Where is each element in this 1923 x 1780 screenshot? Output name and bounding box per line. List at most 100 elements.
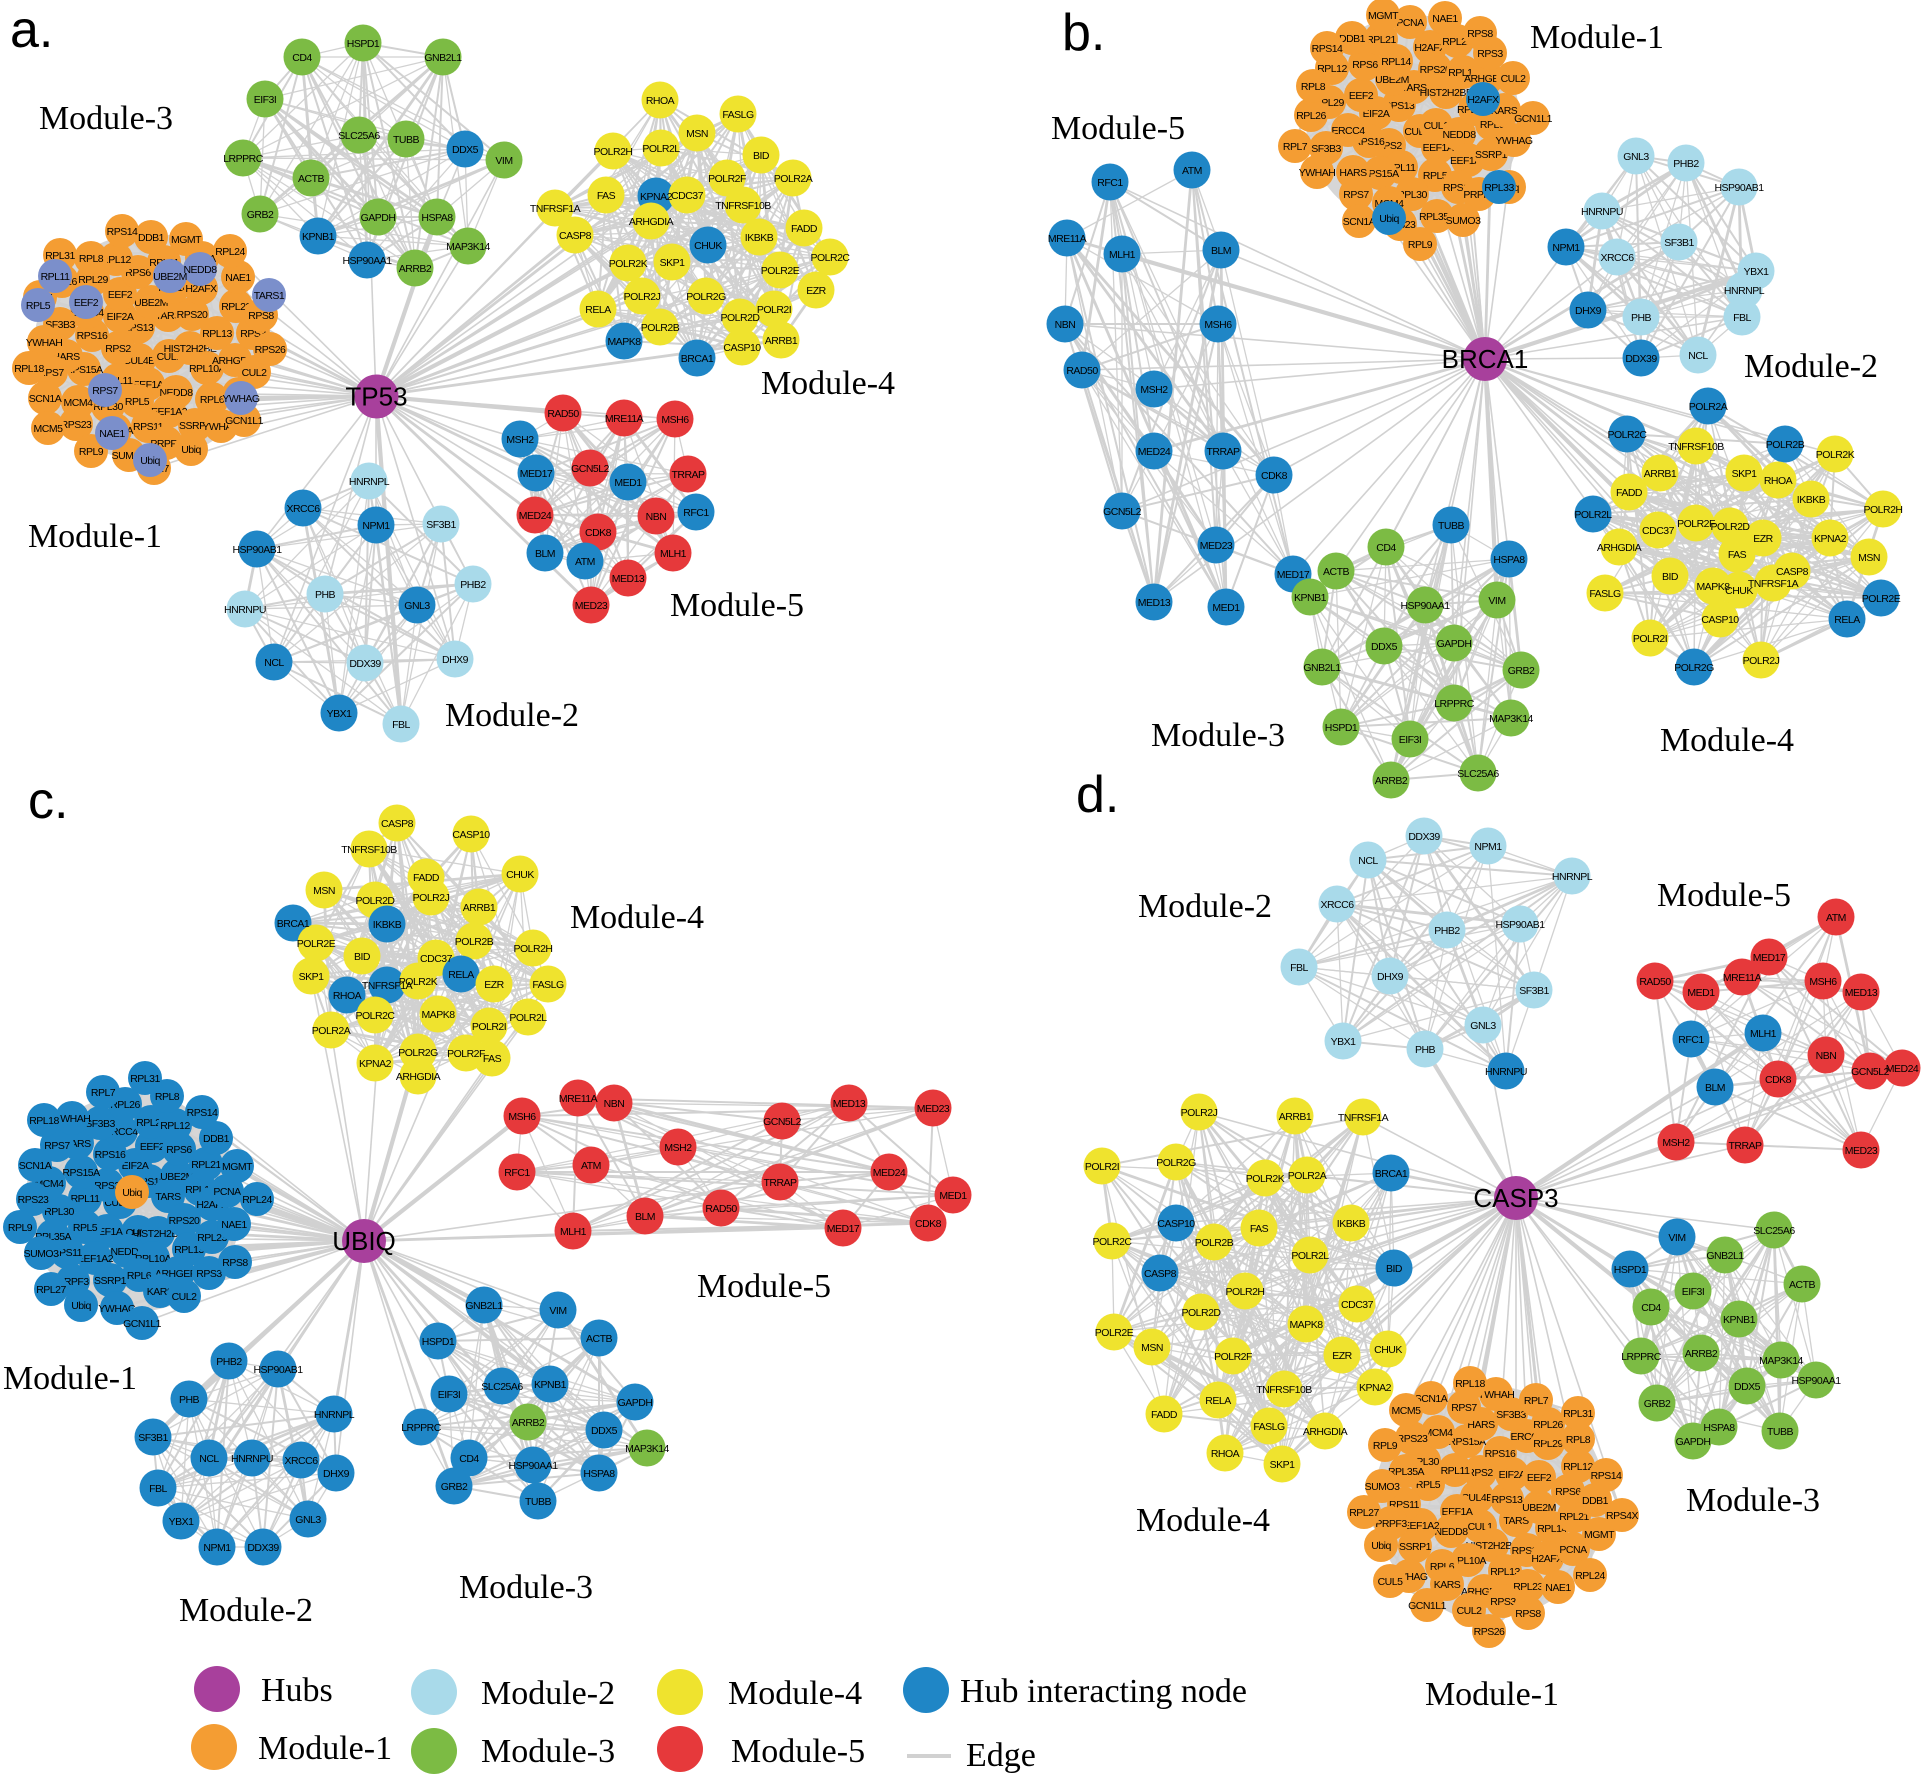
svg-text:Module-1: Module-1	[258, 1730, 392, 1767]
svg-text:TRRAP: TRRAP	[1728, 1140, 1762, 1152]
svg-text:SSRP1: SSRP1	[94, 1275, 127, 1287]
svg-text:ATM: ATM	[1826, 912, 1846, 924]
svg-text:MED1: MED1	[1212, 602, 1240, 614]
svg-text:RPS4X: RPS4X	[1606, 1510, 1638, 1522]
svg-text:POLR2H: POLR2H	[1863, 504, 1902, 516]
svg-text:VIM: VIM	[1668, 1232, 1685, 1244]
svg-text:Module-2: Module-2	[1744, 348, 1878, 385]
svg-text:CDK8: CDK8	[1765, 1074, 1792, 1086]
svg-text:MAPK8: MAPK8	[421, 1009, 455, 1021]
svg-text:PCNA: PCNA	[1396, 17, 1424, 29]
svg-text:GAPDH: GAPDH	[618, 1397, 653, 1409]
svg-text:RPS26: RPS26	[255, 344, 286, 356]
svg-text:TNFRSF1A: TNFRSF1A	[362, 980, 413, 992]
svg-text:MSH6: MSH6	[508, 1111, 536, 1123]
svg-text:KPNA2: KPNA2	[1814, 533, 1847, 545]
svg-text:RPL26: RPL26	[1533, 1419, 1563, 1431]
svg-text:TUBB: TUBB	[1438, 520, 1465, 532]
svg-text:MLH1: MLH1	[1109, 249, 1136, 261]
svg-text:GNL3: GNL3	[295, 1514, 321, 1526]
svg-text:IKBKB: IKBKB	[745, 232, 774, 244]
svg-text:RPL35A: RPL35A	[1388, 1466, 1425, 1478]
svg-text:MED13: MED13	[833, 1098, 866, 1110]
svg-text:POLR2A: POLR2A	[1689, 401, 1728, 413]
svg-text:DHX9: DHX9	[323, 1468, 350, 1480]
svg-text:FAS: FAS	[1728, 549, 1747, 561]
svg-text:CDK8: CDK8	[585, 527, 612, 539]
svg-text:HIST2H2BE: HIST2H2BE	[1420, 87, 1473, 99]
svg-text:POLR2D: POLR2D	[720, 312, 760, 324]
svg-text:NEDD8: NEDD8	[1442, 129, 1476, 141]
svg-text:RPS8: RPS8	[1515, 1608, 1541, 1620]
svg-text:RPL9: RPL9	[1408, 239, 1433, 251]
svg-text:POLR2C: POLR2C	[810, 252, 850, 264]
svg-text:RPS20: RPS20	[1420, 64, 1451, 76]
svg-text:RPS3: RPS3	[1490, 1596, 1516, 1608]
svg-text:KPNB1: KPNB1	[1294, 592, 1327, 604]
svg-text:POLR2F: POLR2F	[1677, 518, 1715, 530]
svg-text:CHUK: CHUK	[506, 869, 534, 881]
svg-text:CHUK: CHUK	[694, 240, 722, 252]
svg-text:POLR2J: POLR2J	[413, 892, 450, 904]
svg-text:Ubiq: Ubiq	[1371, 1540, 1391, 1552]
svg-text:RPS6: RPS6	[125, 267, 151, 279]
svg-text:SUMO3: SUMO3	[24, 1248, 60, 1260]
svg-text:RPL7: RPL7	[91, 1087, 116, 1099]
svg-text:RPS7: RPS7	[92, 385, 118, 397]
svg-text:Module-5: Module-5	[1657, 877, 1791, 914]
svg-text:EIF3I: EIF3I	[438, 1389, 461, 1401]
svg-text:SLC25A6: SLC25A6	[338, 130, 380, 142]
svg-text:b.: b.	[1062, 4, 1105, 62]
svg-text:DHX9: DHX9	[1377, 971, 1404, 983]
svg-text:PHB2: PHB2	[216, 1356, 242, 1368]
svg-text:Module-1: Module-1	[28, 518, 162, 555]
svg-text:SCN1A: SCN1A	[19, 1160, 52, 1172]
svg-text:YBX1: YBX1	[1744, 266, 1770, 278]
svg-text:IKBKB: IKBKB	[1337, 1218, 1366, 1230]
svg-text:POLR2J: POLR2J	[1181, 1107, 1218, 1119]
svg-text:CD4: CD4	[292, 52, 312, 64]
svg-text:SF3B1: SF3B1	[1664, 237, 1694, 249]
svg-text:YBX1: YBX1	[1331, 1036, 1357, 1048]
svg-text:KPNA2: KPNA2	[640, 191, 673, 203]
svg-text:RPS14: RPS14	[187, 1107, 218, 1119]
svg-text:RPL24: RPL24	[242, 1194, 272, 1206]
svg-text:NEDD8: NEDD8	[183, 264, 217, 276]
svg-text:DDX5: DDX5	[591, 1425, 618, 1437]
svg-text:GRB2: GRB2	[441, 1481, 468, 1493]
svg-text:ARHGDIA: ARHGDIA	[629, 216, 674, 228]
svg-text:YWHAG: YWHAG	[98, 1303, 136, 1315]
svg-text:EEF2: EEF2	[108, 289, 133, 301]
svg-text:Module-4: Module-4	[761, 365, 895, 402]
svg-text:POLR2B: POLR2B	[455, 936, 494, 948]
svg-text:SCN1A: SCN1A	[1415, 1393, 1448, 1405]
svg-text:CASP8: CASP8	[381, 818, 414, 830]
svg-text:RHOA: RHOA	[333, 990, 362, 1002]
svg-text:Module-1: Module-1	[1530, 19, 1664, 56]
svg-text:FADD: FADD	[413, 872, 440, 884]
svg-text:MED24: MED24	[1886, 1063, 1919, 1075]
svg-text:RPL31: RPL31	[1563, 1408, 1593, 1420]
svg-text:RPS20: RPS20	[177, 309, 208, 321]
svg-text:RPL13: RPL13	[202, 328, 232, 340]
svg-text:BID: BID	[753, 150, 770, 162]
svg-text:POLR2L: POLR2L	[1574, 509, 1612, 521]
svg-text:HSP90AA1: HSP90AA1	[342, 255, 392, 267]
svg-text:RPS23: RPS23	[61, 419, 92, 431]
svg-text:DDB1: DDB1	[203, 1133, 230, 1145]
svg-text:RPL5: RPL5	[26, 300, 51, 312]
svg-text:GNL3: GNL3	[404, 600, 430, 612]
svg-text:MED13: MED13	[612, 573, 645, 585]
svg-text:DDX39: DDX39	[247, 1542, 279, 1554]
svg-text:RAD50: RAD50	[547, 408, 579, 420]
svg-text:RPS26: RPS26	[1474, 1626, 1505, 1638]
svg-text:Hubs: Hubs	[261, 1672, 333, 1709]
svg-text:Module-5: Module-5	[1051, 110, 1185, 147]
svg-text:RPL26: RPL26	[110, 1099, 140, 1111]
svg-text:FBL: FBL	[1290, 962, 1308, 974]
svg-text:RHOA: RHOA	[1211, 1448, 1240, 1460]
svg-text:RPL27: RPL27	[1349, 1507, 1379, 1519]
svg-text:CDK8: CDK8	[915, 1218, 942, 1230]
svg-text:XRCC6: XRCC6	[284, 1455, 318, 1467]
svg-text:RPL13: RPL13	[1490, 1566, 1520, 1578]
